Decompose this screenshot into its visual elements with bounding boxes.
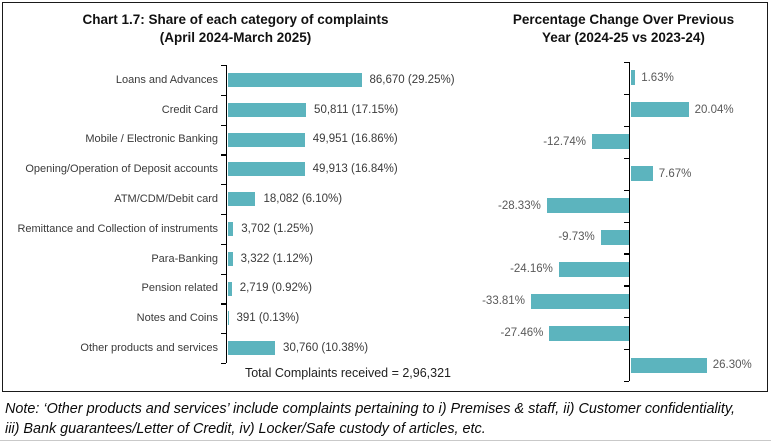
bar xyxy=(546,198,629,214)
value-label: 3,322 (1.12%) xyxy=(240,252,313,265)
value-label: 7.67% xyxy=(658,167,692,180)
value-label: 49,913 (16.84%) xyxy=(312,163,398,176)
left-chart-title: Chart 1.7: Share of each category of com… xyxy=(33,11,438,47)
right-axis-tick xyxy=(624,62,629,64)
category-label: Para-Banking xyxy=(151,252,218,265)
value-label: 18,082 (6.10%) xyxy=(263,193,343,206)
bar xyxy=(530,293,629,309)
value-label: -9.73% xyxy=(558,231,595,244)
value-label: 30,760 (10.38%) xyxy=(283,342,369,355)
right-axis-tick xyxy=(624,381,629,383)
left-axis-tick xyxy=(221,214,226,216)
value-label: 26.30% xyxy=(712,359,752,372)
bar xyxy=(227,281,232,296)
left-axis-tick xyxy=(221,243,226,246)
category-label: Loans and Advances xyxy=(115,73,218,86)
bar xyxy=(227,102,307,117)
category-label: Remittance and Collection of instruments xyxy=(17,222,218,235)
left-y-axis xyxy=(226,65,228,363)
value-label: 49,951 (16.86%) xyxy=(312,133,398,146)
left-axis-tick xyxy=(221,94,226,97)
bar xyxy=(630,102,689,118)
left-chart-title-line1: Chart 1.7: Share of each category of com… xyxy=(82,12,389,27)
value-label: 50,811 (17.15%) xyxy=(314,103,399,116)
bar xyxy=(227,72,362,87)
category-label: Mobile / Electronic Banking xyxy=(85,133,218,146)
value-label: 2,719 (0.92%) xyxy=(239,282,312,295)
left-axis-tick xyxy=(221,273,226,275)
category-label: Notes and Coins xyxy=(136,312,218,325)
right-chart-title: Percentage Change Over Previous Year (20… xyxy=(476,11,771,47)
value-label: -12.74% xyxy=(543,135,587,148)
value-label: -28.33% xyxy=(497,199,541,212)
value-label: -27.46% xyxy=(500,327,544,340)
value-label: 1.63% xyxy=(641,71,674,84)
right-axis-tick xyxy=(624,125,629,128)
left-axis-tick xyxy=(221,154,226,156)
right-axis-tick xyxy=(624,253,629,255)
footnote: Note: ‘Other products and services’ incl… xyxy=(5,399,769,439)
bar xyxy=(227,341,276,356)
bar xyxy=(227,221,234,236)
left-axis-tick xyxy=(221,303,226,305)
right-axis-tick xyxy=(624,221,629,223)
bar xyxy=(227,251,233,266)
right-y-axis xyxy=(629,62,631,381)
bar xyxy=(227,311,229,326)
right-chart-title-line1: Percentage Change Over Previous xyxy=(512,12,735,27)
footnote-line1: Note: ‘Other products and services’ incl… xyxy=(5,401,735,417)
category-label: Pension related xyxy=(141,282,218,295)
right-axis-tick xyxy=(624,189,629,191)
category-label: Other products and services xyxy=(80,342,218,355)
bottom-divider xyxy=(0,440,771,441)
value-label: 3,702 (1.25%) xyxy=(241,222,314,235)
left-axis-tick xyxy=(221,65,226,67)
right-axis-tick xyxy=(624,157,629,159)
value-label: -24.16% xyxy=(510,263,553,276)
left-axis-tick xyxy=(221,184,226,186)
chart-box: Chart 1.7: Share of each category of com… xyxy=(2,2,768,392)
right-axis-tick xyxy=(624,93,629,96)
bar xyxy=(630,70,636,86)
left-axis-tick xyxy=(221,363,226,365)
bar xyxy=(227,132,305,147)
bar xyxy=(549,325,629,341)
value-label: -33.81% xyxy=(482,295,525,308)
footnote-line2: iii) Bank guarantees/Letter of Credit, i… xyxy=(5,421,486,437)
category-label: Credit Card xyxy=(161,103,218,116)
right-axis-tick xyxy=(624,349,629,351)
right-axis-tick xyxy=(624,285,629,287)
category-label: Opening/Operation of Deposit accounts xyxy=(25,163,218,176)
bar xyxy=(592,134,629,150)
bar xyxy=(630,166,653,182)
bar xyxy=(600,229,629,245)
value-label: 391 (0.13%) xyxy=(236,312,300,325)
right-axis-tick xyxy=(624,317,629,319)
bar xyxy=(227,192,256,207)
value-label: 86,670 (29.25%) xyxy=(369,73,455,86)
left-axis-tick xyxy=(221,333,226,335)
category-label: ATM/CDM/Debit card xyxy=(114,193,218,206)
bar xyxy=(630,357,707,373)
bar xyxy=(558,261,629,277)
left-axis-tick xyxy=(221,124,226,126)
right-chart-title-line2: Year (2024-25 vs 2023-24) xyxy=(542,30,705,45)
value-label: 20.04% xyxy=(694,103,734,116)
left-chart-title-line2: (April 2024-March 2025) xyxy=(159,30,312,45)
total-complaints-label: Total Complaints received = 2,96,321 xyxy=(244,366,452,380)
bar xyxy=(227,162,305,177)
